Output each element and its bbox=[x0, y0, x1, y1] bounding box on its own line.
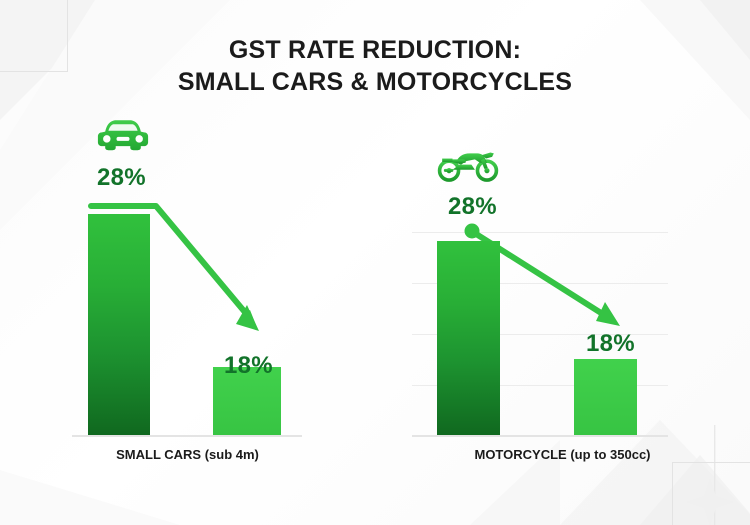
gridline-3 bbox=[412, 334, 668, 335]
category-label-sub: (sub 4m) bbox=[201, 447, 259, 462]
bar-after bbox=[574, 359, 637, 436]
category-label: MOTORCYCLE (up to 350cc) bbox=[375, 447, 750, 462]
value-label-before: 28% bbox=[448, 193, 497, 220]
category-label: SMALL CARS (sub 4m) bbox=[0, 447, 375, 462]
category-label-main: SMALL CARS bbox=[116, 447, 202, 462]
page-title: GST RATE REDUCTION: SMALL CARS & MOTORCY… bbox=[0, 34, 750, 98]
car-icon bbox=[97, 117, 149, 151]
category-label-sub: (up to 350cc) bbox=[566, 447, 651, 462]
value-label-before: 28% bbox=[97, 164, 146, 191]
axis-baseline bbox=[412, 435, 668, 437]
gridline-4 bbox=[412, 385, 668, 386]
value-label-after: 18% bbox=[224, 352, 273, 379]
gridline-2 bbox=[412, 283, 668, 284]
chart-small-cars: 28% 18% SMALL CARS (sub 4m) bbox=[0, 117, 375, 462]
bar-before bbox=[437, 241, 500, 436]
reduction-arrow bbox=[88, 203, 259, 331]
title-line-1: GST RATE REDUCTION: bbox=[228, 36, 522, 64]
category-label-main: MOTORCYCLE bbox=[474, 447, 567, 462]
axis-baseline bbox=[72, 435, 302, 437]
bar-before bbox=[88, 214, 150, 436]
motorcycle-icon bbox=[437, 142, 499, 182]
title-line-2: SMALL CARS & MOTORCYCLES bbox=[177, 68, 573, 96]
value-label-after: 18% bbox=[586, 330, 635, 357]
bar-after bbox=[213, 367, 281, 436]
chart-motorcycle: 28% 18% MOTORCYCLE (up to 350cc) bbox=[375, 0, 750, 525]
gridline-1 bbox=[412, 232, 668, 233]
